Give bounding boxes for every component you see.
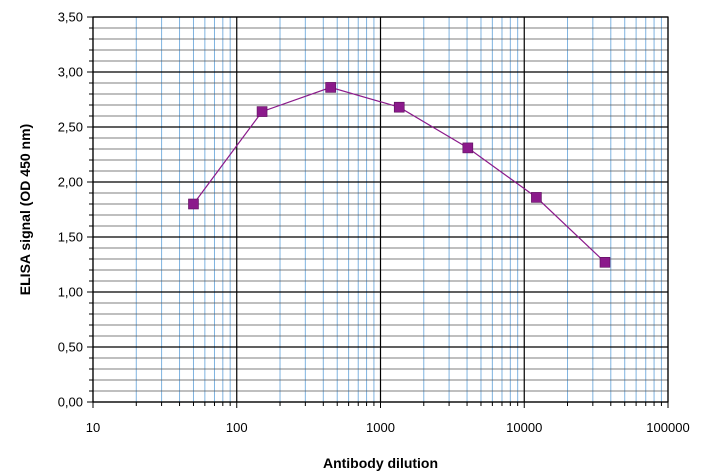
y-tick-label: 3,00	[58, 65, 83, 80]
x-tick-label: 10	[86, 420, 100, 435]
y-tick-label: 1,50	[58, 230, 83, 245]
data-point	[393, 101, 405, 113]
data-point	[462, 142, 474, 154]
x-tick-label: 10000	[506, 420, 542, 435]
data-point	[256, 106, 268, 117]
data-point	[188, 198, 199, 210]
x-tick-label: 100	[226, 420, 248, 435]
y-tick-labels: 0,00 0,50 1,00 1,50 2,00 2,50 3,00 3,50	[58, 10, 83, 410]
grid	[92, 16, 669, 403]
y-tick-label: 2,00	[58, 175, 83, 190]
x-tick-label: 100000	[646, 420, 689, 435]
data-point	[325, 82, 336, 93]
x-axis-title: Antibody dilution	[323, 455, 438, 471]
y-tick-label: 2,50	[58, 120, 83, 135]
y-tick-label: 0,00	[58, 395, 83, 410]
y-tick-label: 0,50	[58, 340, 83, 355]
data-point	[599, 256, 611, 268]
x-tick-labels: 10 100 1000 10000 100000	[86, 420, 690, 435]
data-series	[188, 82, 611, 268]
x-tick-label: 1000	[366, 420, 395, 435]
data-point	[531, 192, 542, 203]
y-tick-label: 3,50	[58, 10, 83, 25]
y-tick-label: 1,00	[58, 285, 83, 300]
y-axis-title: ELISA signal (OD 450 nm)	[17, 124, 33, 295]
ticks	[87, 16, 669, 408]
